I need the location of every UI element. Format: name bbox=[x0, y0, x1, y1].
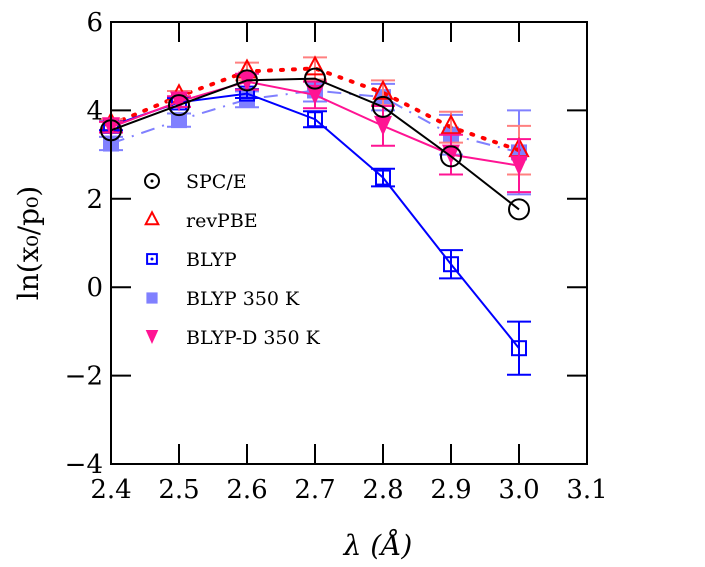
y-tick-label: −4 bbox=[65, 450, 103, 480]
marker-circle bbox=[440, 145, 462, 168]
marker-triangle-up bbox=[144, 210, 160, 226]
marker-circle bbox=[144, 173, 160, 189]
legend-label: BLYP-D 350 K bbox=[186, 327, 321, 349]
y-tick-label: −2 bbox=[65, 362, 103, 392]
axis-ticks: 2.4 2.5 2.6 2.7 2.8 2.9 3.0 3.1 6 4 2 0 −2 −4 bbox=[65, 8, 608, 505]
legend-entry: SPC/E bbox=[144, 171, 247, 193]
marker-triangle-up bbox=[304, 55, 326, 76]
legend-label: SPC/E bbox=[186, 171, 247, 193]
y-tick-label: 2 bbox=[86, 185, 103, 215]
plot-marks bbox=[99, 55, 531, 376]
x-tick-label: 3.0 bbox=[498, 475, 539, 505]
legend-entry: BLYP 350 K bbox=[146, 288, 300, 310]
x-tick-label: 3.1 bbox=[566, 475, 607, 505]
marker-triangle-down bbox=[238, 71, 256, 92]
legend-marker-dot bbox=[150, 179, 154, 183]
marker-triangle-down bbox=[145, 330, 159, 344]
x-tick-label: 2.9 bbox=[430, 475, 471, 505]
x-tick-label: 2.4 bbox=[90, 475, 131, 505]
marker-circle bbox=[508, 198, 530, 221]
marker-square bbox=[511, 340, 527, 357]
y-axis-label: ln(x₀/p₀) bbox=[12, 186, 45, 300]
x-tick-label: 2.7 bbox=[294, 475, 335, 505]
marker-triangle-down bbox=[374, 115, 392, 136]
x-tick-label: 2.6 bbox=[226, 475, 267, 505]
marker-circle bbox=[168, 94, 190, 117]
legend: SPC/E revPBE BLYP BLYP 350 K BLYP-D 350 K bbox=[144, 171, 321, 349]
marker-filled-square bbox=[146, 292, 158, 304]
marker-square bbox=[307, 111, 323, 128]
y-tick-label: 0 bbox=[86, 273, 103, 303]
legend-label: BLYP bbox=[186, 249, 237, 271]
plot-frame bbox=[110, 21, 588, 465]
marker-triangle-down bbox=[442, 144, 460, 165]
marker-triangle-down bbox=[306, 84, 324, 105]
legend-entry: revPBE bbox=[144, 210, 258, 232]
marker-circle bbox=[372, 95, 394, 118]
legend-label: revPBE bbox=[186, 210, 258, 232]
marker-triangle-up bbox=[440, 114, 462, 135]
series-line bbox=[110, 77, 520, 211]
legend-marker-dot bbox=[150, 257, 154, 261]
marker-triangle-down bbox=[510, 155, 528, 176]
marker-circle bbox=[236, 69, 258, 92]
marker-filled-square bbox=[171, 112, 187, 129]
y-tick-label: 4 bbox=[86, 96, 103, 126]
series-spc-e bbox=[100, 67, 530, 221]
legend-entry: BLYP bbox=[146, 249, 237, 271]
x-axis-label: λ (Å) bbox=[343, 529, 413, 562]
marker-square bbox=[375, 169, 391, 186]
marker-square bbox=[443, 256, 459, 273]
series-blyp-d-350-k bbox=[99, 71, 531, 194]
legend-label: BLYP 350 K bbox=[186, 288, 300, 310]
x-tick-label: 2.5 bbox=[158, 475, 199, 505]
marker-square bbox=[146, 253, 158, 265]
x-tick-label: 2.8 bbox=[362, 475, 403, 505]
marker-circle bbox=[304, 67, 326, 90]
y-tick-label: 6 bbox=[86, 8, 103, 38]
legend-entry: BLYP-D 350 K bbox=[145, 327, 321, 349]
marker-triangle-up bbox=[372, 79, 394, 100]
